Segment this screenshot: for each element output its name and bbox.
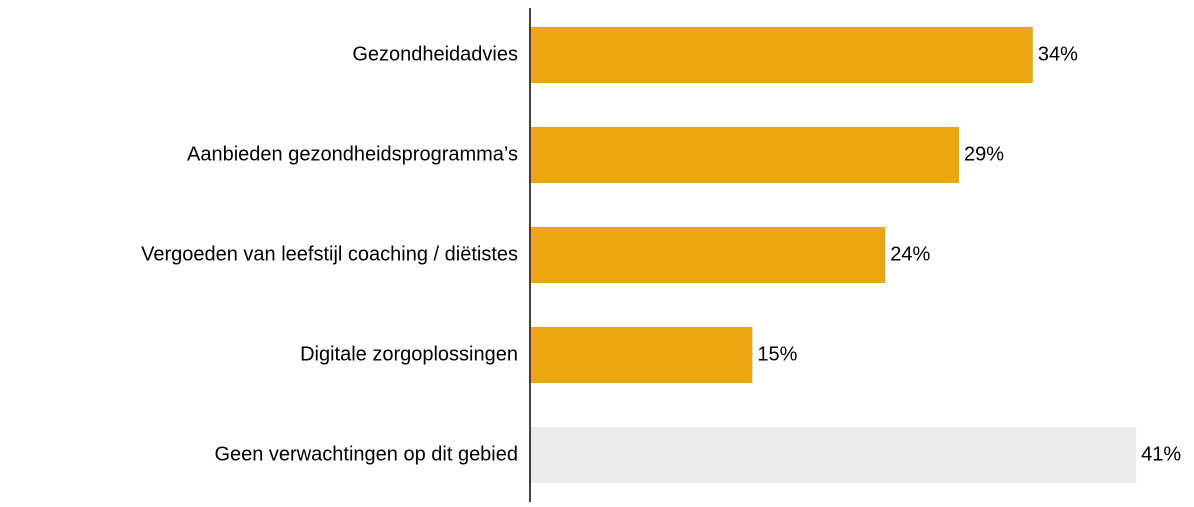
data-label: 29% [964, 143, 1004, 165]
bar [531, 27, 1033, 83]
category-label: Digitale zorgoplossingen [300, 343, 518, 365]
bar [531, 427, 1137, 483]
category-label: Vergoeden van leefstijl coaching / diëti… [141, 243, 518, 265]
data-label: 24% [890, 243, 930, 265]
data-label: 34% [1038, 43, 1078, 65]
data-label: 15% [757, 343, 797, 365]
category-label: Geen verwachtingen op dit gebied [214, 443, 518, 465]
data-label: 41% [1141, 443, 1181, 465]
bar [531, 227, 886, 283]
category-label: Gezondheidadvies [352, 43, 518, 65]
bar [531, 327, 753, 383]
category-label: Aanbieden gezondheidsprogramma’s [187, 143, 518, 165]
bar [531, 127, 960, 183]
